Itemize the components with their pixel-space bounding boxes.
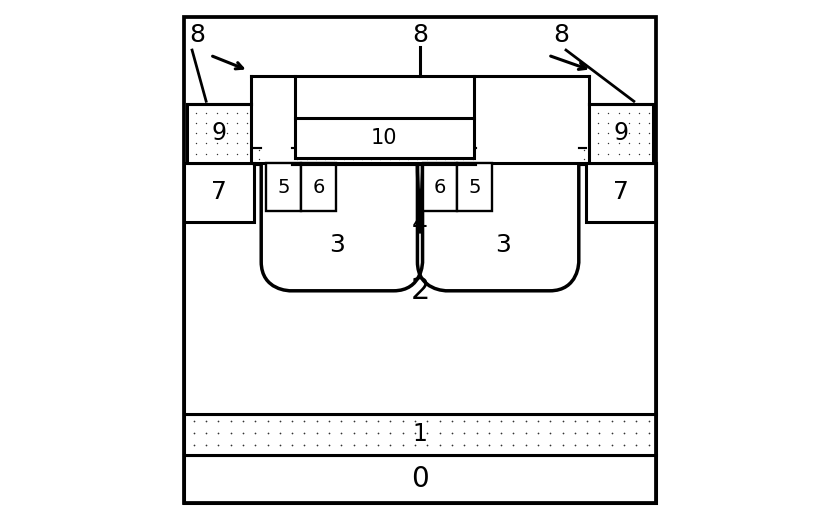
Text: 2: 2 [410, 276, 430, 305]
Text: 1: 1 [412, 422, 428, 446]
Bar [187, 104, 251, 163]
Bar [184, 163, 254, 221]
Text: 5: 5 [469, 178, 481, 197]
Text: 4: 4 [412, 212, 428, 236]
Bar [266, 163, 302, 211]
Text: 8: 8 [412, 23, 428, 47]
Bar [586, 163, 656, 221]
Text: 8: 8 [189, 23, 205, 47]
Text: 6: 6 [312, 178, 325, 197]
Bar [295, 117, 474, 158]
Text: 10: 10 [371, 128, 397, 148]
Text: 9: 9 [212, 122, 227, 145]
Text: 3: 3 [328, 233, 344, 256]
Text: 0: 0 [411, 465, 429, 493]
Bar [458, 163, 492, 211]
Bar [184, 414, 656, 455]
Bar [589, 104, 653, 163]
Text: 8: 8 [553, 23, 569, 47]
Bar [184, 163, 656, 414]
Bar [302, 163, 336, 211]
Text: 7: 7 [211, 180, 227, 204]
Bar [184, 455, 656, 503]
Text: 3: 3 [496, 233, 512, 256]
Text: 9: 9 [613, 122, 628, 145]
Bar [423, 163, 458, 211]
Text: 5: 5 [277, 178, 290, 197]
Text: 6: 6 [433, 178, 446, 197]
Text: 7: 7 [613, 180, 629, 204]
